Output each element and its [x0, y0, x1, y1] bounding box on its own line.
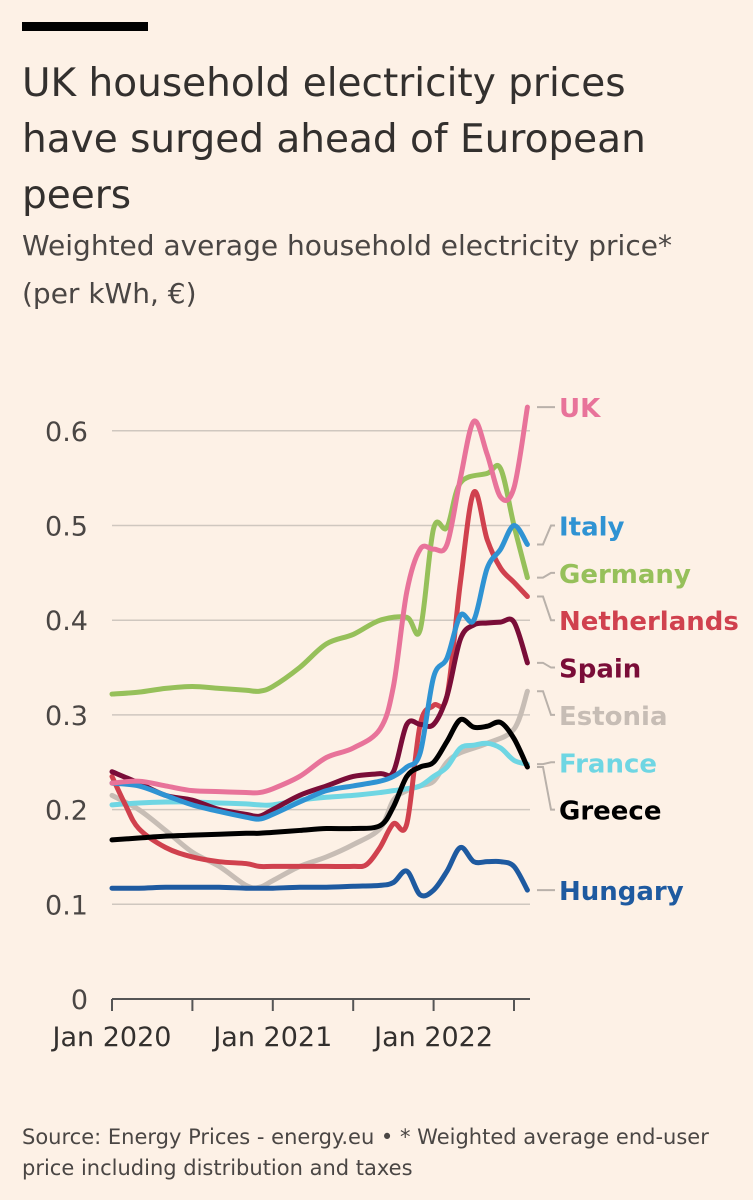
series-label-france: France	[559, 749, 657, 779]
series-label-estonia: Estonia	[559, 702, 668, 732]
series-label-spain: Spain	[559, 655, 641, 685]
series-labels: UK Italy Germany Netherlands Spain Estonia Fra…	[537, 394, 739, 907]
series-line-france	[109, 740, 530, 808]
series-line-uk	[109, 404, 530, 796]
y-tick-label: 0	[71, 985, 88, 1016]
gridlines	[112, 430, 530, 1000]
series-label-italy: Italy	[559, 513, 625, 543]
series-label-uk: UK	[559, 394, 601, 424]
series-line-spain	[109, 616, 530, 819]
chart-subtitle: Weighted average household electricity p…	[22, 229, 672, 310]
series-line-netherlands	[109, 489, 530, 870]
y-tick-label: 0.6	[45, 417, 88, 448]
label-leader	[537, 765, 555, 811]
x-tick-label: Jan 2021	[211, 1022, 332, 1053]
x-tick-label: Jan 2022	[372, 1022, 493, 1053]
series-line-germany	[109, 462, 530, 697]
label-leader	[537, 524, 555, 546]
series-line-hungary	[109, 844, 530, 899]
x-tick-label: Jan 2020	[51, 1022, 172, 1053]
chart-title: UK household electricity prices have sur…	[22, 61, 646, 218]
y-tick-label: 0.3	[45, 701, 88, 732]
series-line-italy	[109, 523, 530, 822]
y-axis-ticks: 0 0.1 0.2 0.3 0.4 0.5 0.6	[45, 417, 88, 1016]
series-label-greece: Greece	[559, 797, 661, 827]
label-leader	[537, 571, 555, 579]
source-note: Source: Energy Prices - energy.eu • * We…	[22, 1125, 709, 1180]
y-tick-label: 0.5	[45, 512, 88, 543]
header-bar	[22, 22, 148, 31]
series-label-germany: Germany	[559, 560, 691, 590]
series-line-greece	[109, 716, 530, 843]
label-leader	[537, 661, 555, 669]
line-chart: 00.10.20.30.40.50.6 Jan 2020 Jan 2021 Jan …	[45, 394, 739, 1053]
label-leader	[537, 690, 555, 716]
series-label-netherlands: Netherlands	[559, 607, 739, 637]
series-label-hungary: Hungary	[559, 877, 684, 907]
x-axis: Jan 2020 Jan 2021 Jan 2022	[51, 999, 515, 1053]
label-leader	[537, 595, 555, 622]
series-lines	[109, 404, 530, 899]
y-tick-label: 0.1	[45, 890, 88, 921]
y-tick-label: 0.4	[45, 606, 88, 637]
y-tick-label: 0.2	[45, 796, 88, 827]
label-leader	[537, 761, 555, 766]
